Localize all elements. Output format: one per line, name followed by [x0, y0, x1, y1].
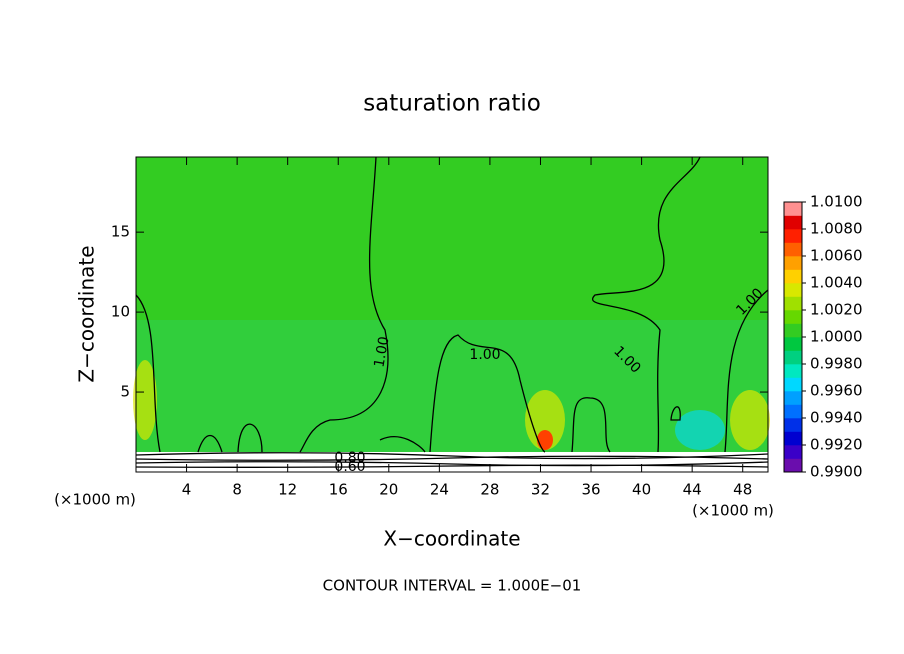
- field-blob: [730, 390, 770, 450]
- y-tick-label: 5: [120, 383, 130, 401]
- contour-note: CONTOUR INTERVAL = 1.000E−01: [323, 577, 582, 595]
- colorbar-band: [784, 242, 802, 257]
- colorbar-band: [784, 337, 802, 351]
- x-unit-label: (×1000 m): [692, 502, 774, 520]
- colorbar-band: [784, 323, 802, 338]
- field-blob: [675, 410, 725, 450]
- y-tick-label: 10: [111, 303, 130, 321]
- y-tick-label: 15: [111, 223, 130, 241]
- colorbar-tick-label: 0.9960: [810, 382, 863, 400]
- colorbar-tick-label: 0.9940: [810, 409, 863, 427]
- colorbar-tick-label: 0.9900: [810, 463, 863, 481]
- x-tick-label: 8: [232, 481, 242, 499]
- x-tick-label: 16: [329, 481, 348, 499]
- colorbar-band: [784, 418, 802, 432]
- colorbar-band: [784, 404, 802, 419]
- colorbar-band: [784, 364, 802, 378]
- field-blob: [133, 360, 157, 440]
- colorbar-tick-label: 1.0020: [810, 301, 863, 319]
- y-axis-label: Z−coordinate: [75, 245, 99, 382]
- x-tick-label: 48: [733, 481, 752, 499]
- contour-label: 1.00: [371, 335, 392, 368]
- colorbar-band: [784, 377, 802, 392]
- contour-label: 0.60: [334, 459, 365, 475]
- x-tick-label: 20: [379, 481, 398, 499]
- colorbar-band: [784, 458, 802, 473]
- colorbar-tick-label: 1.0000: [810, 328, 863, 346]
- colorbar-band: [784, 350, 802, 365]
- field-shade: [136, 320, 768, 452]
- x-tick-label: 28: [480, 481, 499, 499]
- colorbar-tick-label: 1.0040: [810, 274, 863, 292]
- colorbar-tick-label: 1.0100: [810, 193, 863, 211]
- x-tick-label: 4: [182, 481, 192, 499]
- plot-frame: [135, 156, 769, 473]
- colorbar-band: [784, 256, 802, 270]
- x-tick-label: 44: [683, 481, 702, 499]
- colorbar-band: [784, 296, 802, 311]
- colorbar-band: [784, 202, 802, 216]
- x-tick-label: 36: [581, 481, 600, 499]
- colorbar-band: [784, 391, 802, 405]
- colorbar-tick-label: 0.9980: [810, 355, 863, 373]
- y-unit-label: (×1000 m): [54, 491, 136, 509]
- colorbar-band: [784, 310, 802, 324]
- contours: [135, 156, 769, 468]
- field: [133, 156, 770, 472]
- x-tick-label: 32: [531, 481, 550, 499]
- colorbar-band: [784, 229, 802, 243]
- contour-label: 0.80: [334, 450, 365, 466]
- colorbar-tick-label: 0.9920: [810, 436, 863, 454]
- colorbar-tick-label: 1.0060: [810, 247, 863, 265]
- x-tick-label: 12: [278, 481, 297, 499]
- x-tick-label: 40: [632, 481, 651, 499]
- contour-label: 1.00: [469, 347, 500, 363]
- x-tick-label: 24: [430, 481, 449, 499]
- colorbar-band: [784, 269, 802, 284]
- x-axis-label: X−coordinate: [383, 527, 520, 551]
- colorbar-band: [784, 283, 802, 297]
- colorbar-band: [784, 431, 802, 446]
- field-blob: [525, 390, 565, 450]
- colorbar-band: [784, 445, 802, 459]
- colorbar-tick-label: 1.0080: [810, 220, 863, 238]
- field-blob: [537, 430, 553, 450]
- chart-title: saturation ratio: [363, 91, 541, 117]
- colorbar-band: [784, 215, 802, 230]
